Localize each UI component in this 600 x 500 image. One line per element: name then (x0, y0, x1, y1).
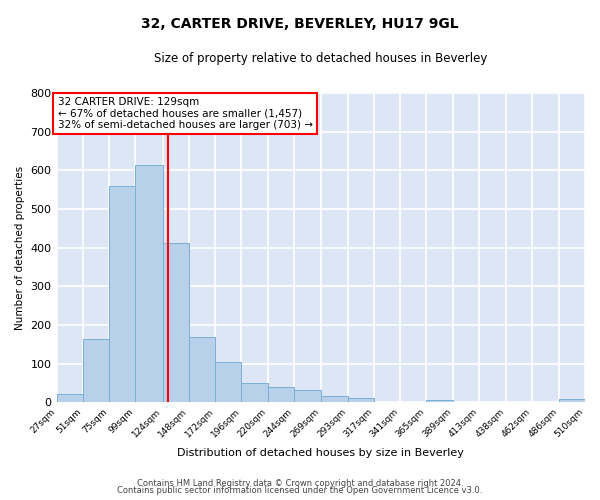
Bar (136, 164, 163, 402)
Text: 32 CARTER DRIVE: 129sqm
← 67% of detached houses are smaller (1,457)
32% of semi: 32 CARTER DRIVE: 129sqm ← 67% of detache… (58, 97, 313, 130)
Bar (215, 362, 241, 402)
Bar (109, 186, 136, 402)
X-axis label: Distribution of detached houses by size in Beverley: Distribution of detached houses by size … (178, 448, 464, 458)
Bar (56, 394, 83, 402)
Bar (241, 382, 268, 402)
Bar (294, 390, 322, 402)
Bar (83, 339, 109, 402)
Title: Size of property relative to detached houses in Beverley: Size of property relative to detached ho… (154, 52, 487, 66)
Bar (427, 400, 452, 402)
Bar (163, 243, 189, 402)
Bar (268, 387, 294, 402)
Bar (347, 398, 374, 402)
Y-axis label: Number of detached properties: Number of detached properties (15, 166, 25, 330)
Bar (322, 396, 347, 402)
Bar (189, 336, 215, 402)
Text: Contains HM Land Registry data © Crown copyright and database right 2024.: Contains HM Land Registry data © Crown c… (137, 478, 463, 488)
Text: 32, CARTER DRIVE, BEVERLEY, HU17 9GL: 32, CARTER DRIVE, BEVERLEY, HU17 9GL (141, 18, 459, 32)
Text: Contains public sector information licensed under the Open Government Licence v3: Contains public sector information licen… (118, 486, 482, 495)
Bar (559, 399, 585, 402)
